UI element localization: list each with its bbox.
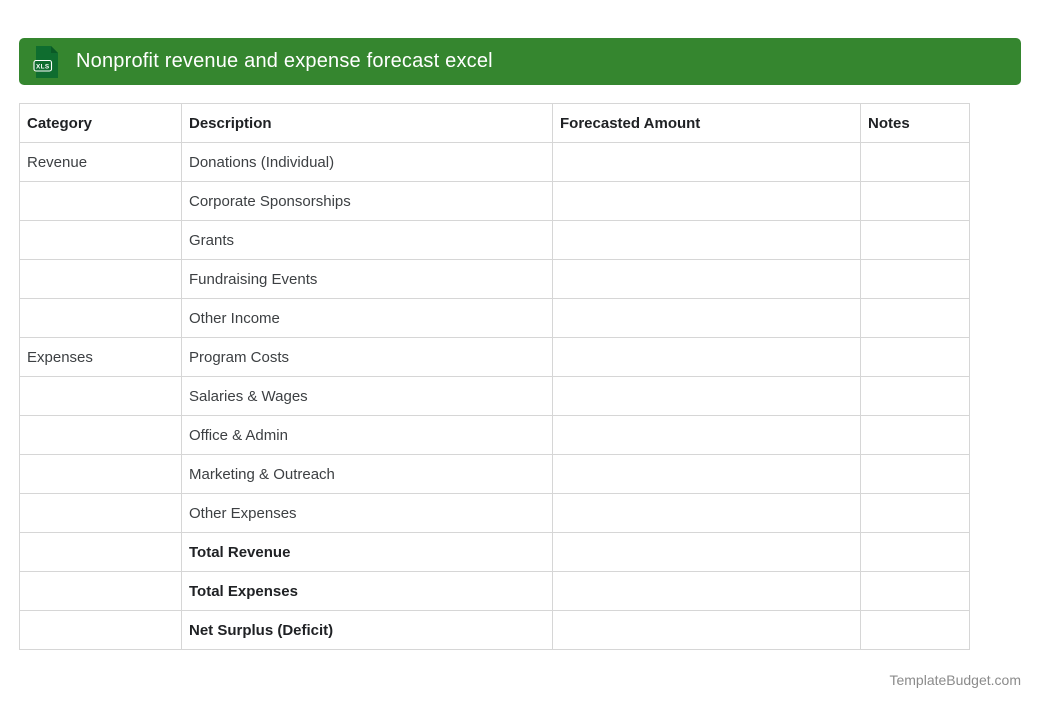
- table-row: Marketing & Outreach: [20, 455, 970, 494]
- notes-cell: [861, 260, 970, 299]
- category-cell: [20, 377, 182, 416]
- description-cell: Total Expenses: [182, 572, 553, 611]
- notes-cell: [861, 494, 970, 533]
- forecasted-amount-cell: [553, 494, 861, 533]
- description-cell: Other Expenses: [182, 494, 553, 533]
- forecasted-amount-cell: [553, 416, 861, 455]
- description-cell: Program Costs: [182, 338, 553, 377]
- table-row: Other Income: [20, 299, 970, 338]
- description-cell: Donations (Individual): [182, 143, 553, 182]
- column-header-forecasted-amount: Forecasted Amount: [553, 104, 861, 143]
- forecasted-amount-cell: [553, 611, 861, 650]
- notes-cell: [861, 182, 970, 221]
- template-title-bar: XLS Nonprofit revenue and expense foreca…: [19, 38, 1021, 85]
- notes-cell: [861, 455, 970, 494]
- notes-cell: [861, 377, 970, 416]
- notes-cell: [861, 143, 970, 182]
- notes-cell: [861, 221, 970, 260]
- column-header-category: Category: [20, 104, 182, 143]
- category-cell: [20, 182, 182, 221]
- table-row: Corporate Sponsorships: [20, 182, 970, 221]
- description-cell: Other Income: [182, 299, 553, 338]
- forecasted-amount-cell: [553, 377, 861, 416]
- description-cell: Fundraising Events: [182, 260, 553, 299]
- table-row-net-surplus: Net Surplus (Deficit): [20, 611, 970, 650]
- table-row-total-expenses: Total Expenses: [20, 572, 970, 611]
- category-cell: [20, 221, 182, 260]
- notes-cell: [861, 572, 970, 611]
- description-cell: Salaries & Wages: [182, 377, 553, 416]
- page-title: Nonprofit revenue and expense forecast e…: [76, 50, 493, 73]
- description-cell: Net Surplus (Deficit): [182, 611, 553, 650]
- description-cell: Office & Admin: [182, 416, 553, 455]
- forecasted-amount-cell: [553, 299, 861, 338]
- column-header-description: Description: [182, 104, 553, 143]
- category-cell: [20, 494, 182, 533]
- forecasted-amount-cell: [553, 182, 861, 221]
- xls-file-icon: XLS: [33, 45, 59, 79]
- description-cell: Corporate Sponsorships: [182, 182, 553, 221]
- category-cell: Expenses: [20, 338, 182, 377]
- forecasted-amount-cell: [553, 143, 861, 182]
- table-row: Salaries & Wages: [20, 377, 970, 416]
- description-cell: Grants: [182, 221, 553, 260]
- table-row-total-revenue: Total Revenue: [20, 533, 970, 572]
- forecasted-amount-cell: [553, 260, 861, 299]
- category-cell: [20, 416, 182, 455]
- category-cell: [20, 572, 182, 611]
- category-cell: [20, 533, 182, 572]
- description-cell: Marketing & Outreach: [182, 455, 553, 494]
- footer-site-watermark: TemplateBudget.com: [19, 672, 1021, 688]
- table-row: Revenue Donations (Individual): [20, 143, 970, 182]
- category-cell: [20, 455, 182, 494]
- forecasted-amount-cell: [553, 221, 861, 260]
- notes-cell: [861, 611, 970, 650]
- forecasted-amount-cell: [553, 572, 861, 611]
- xls-icon-label: XLS: [36, 63, 50, 70]
- category-cell: [20, 611, 182, 650]
- table-row: Fundraising Events: [20, 260, 970, 299]
- notes-cell: [861, 299, 970, 338]
- description-cell: Total Revenue: [182, 533, 553, 572]
- table-row: Other Expenses: [20, 494, 970, 533]
- notes-cell: [861, 416, 970, 455]
- forecast-table: Category Description Forecasted Amount N…: [19, 103, 970, 650]
- column-header-notes: Notes: [861, 104, 970, 143]
- notes-cell: [861, 533, 970, 572]
- category-cell: [20, 299, 182, 338]
- category-cell: [20, 260, 182, 299]
- table-row: Office & Admin: [20, 416, 970, 455]
- table-row: Expenses Program Costs: [20, 338, 970, 377]
- forecasted-amount-cell: [553, 455, 861, 494]
- forecasted-amount-cell: [553, 533, 861, 572]
- table-row: Grants: [20, 221, 970, 260]
- forecasted-amount-cell: [553, 338, 861, 377]
- category-cell: Revenue: [20, 143, 182, 182]
- table-header-row: Category Description Forecasted Amount N…: [20, 104, 970, 143]
- page-container: XLS Nonprofit revenue and expense foreca…: [19, 38, 1021, 688]
- notes-cell: [861, 338, 970, 377]
